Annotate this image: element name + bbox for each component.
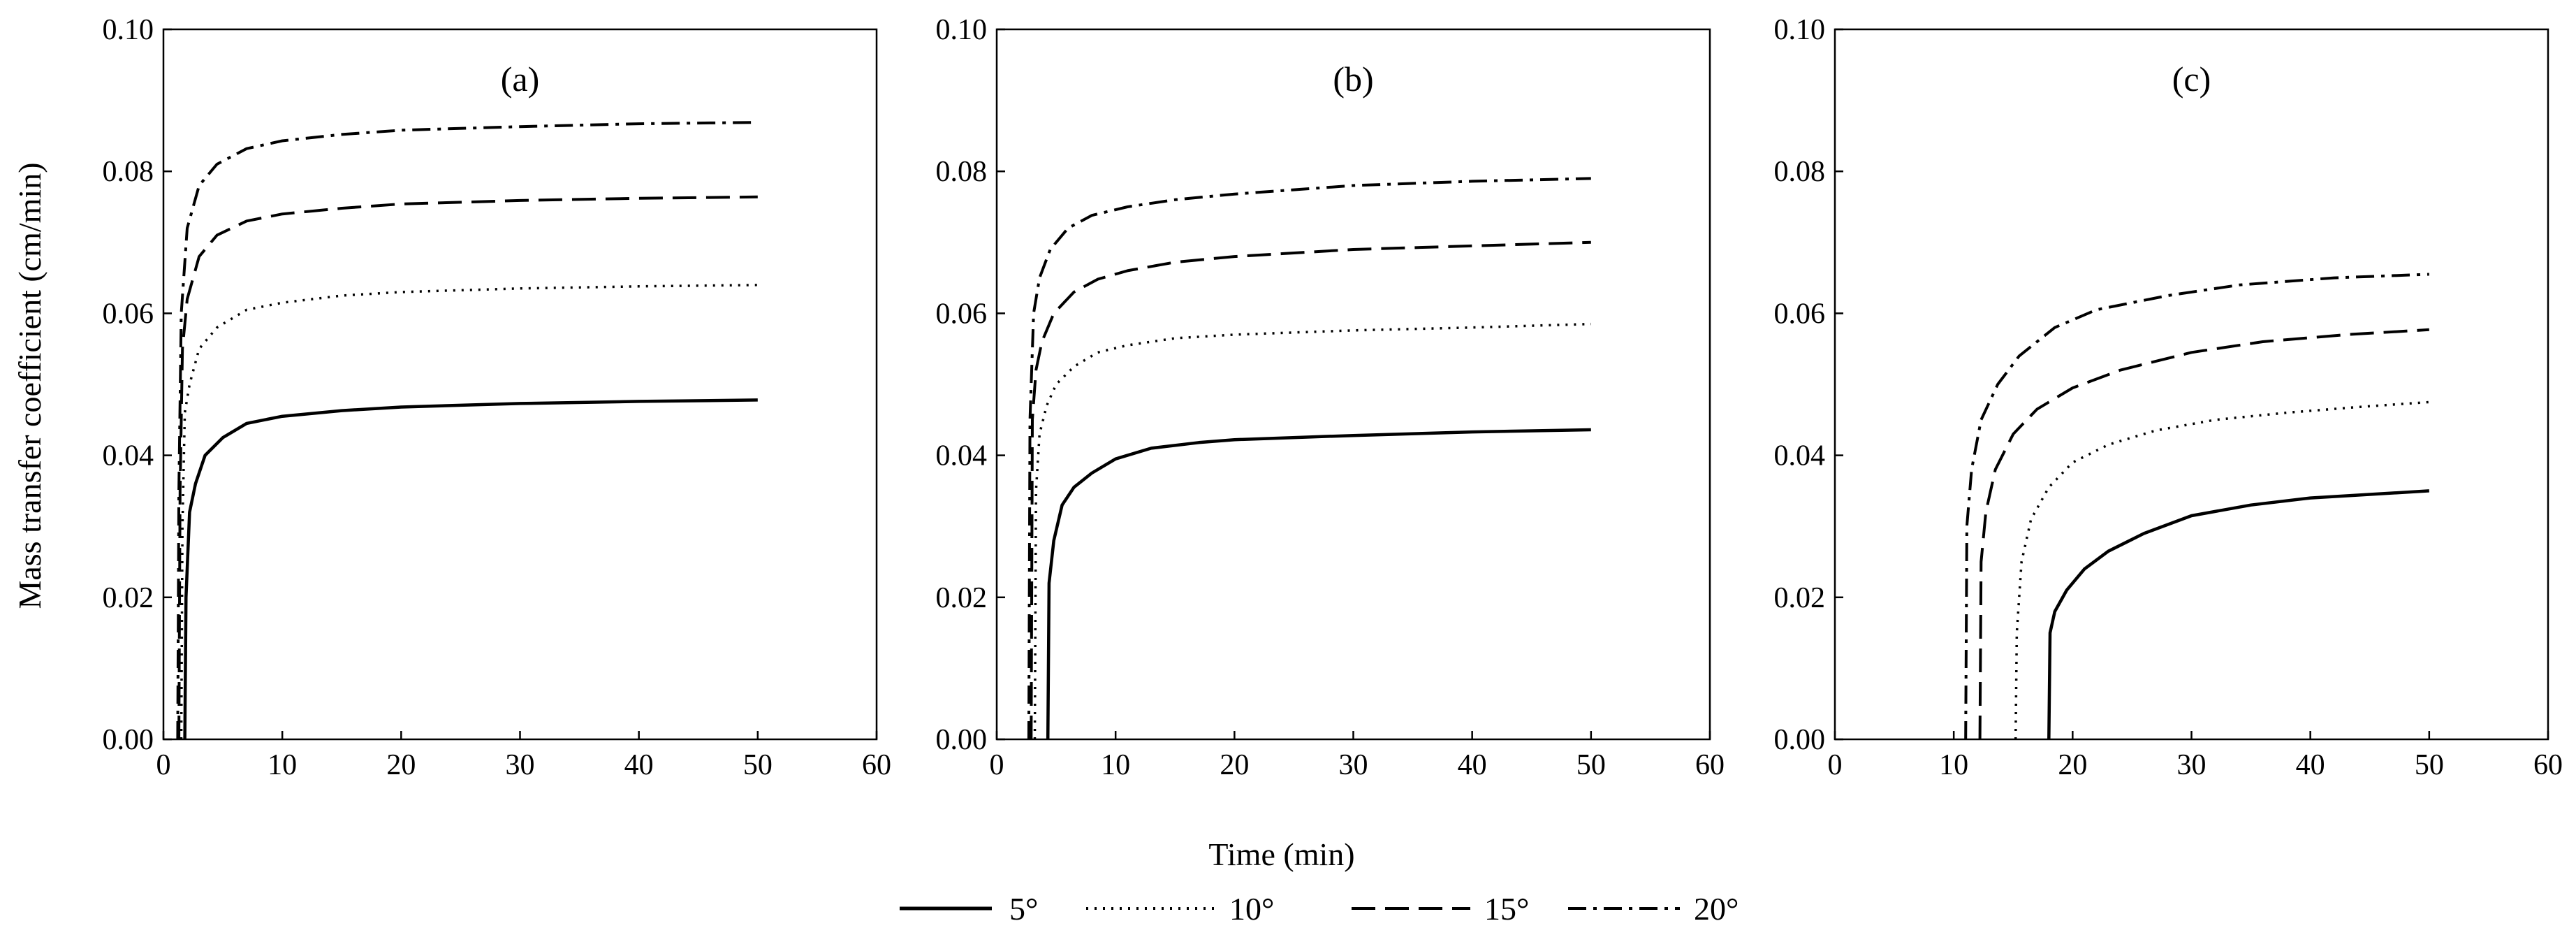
series-line-5deg [183,398,758,740]
x-tick-label: 20 [2058,749,2087,781]
series-line-20deg [1027,177,1591,740]
x-tick-label: 10 [268,749,297,781]
y-tick-label: 0.00 [936,724,988,756]
series-line-10deg [180,284,758,740]
x-tick-label: 50 [2415,749,2444,781]
x-tick-label: 30 [1339,749,1368,781]
x-tick-label: 30 [2177,749,2207,781]
panel-title: (c) [2172,59,2211,99]
series-line-15deg [1030,240,1591,740]
y-tick-label: 0.00 [103,724,154,756]
x-tick-label: 60 [1695,749,1725,781]
plot-frame [162,28,878,741]
y-axis-title: Mass transfer coefficient (cm/min) [12,162,47,609]
plot-frame [995,28,1711,741]
x-tick-label: 20 [1220,749,1249,781]
x-tick-label: 40 [1458,749,1487,781]
y-tick-label: 0.00 [1774,724,1826,756]
x-tick-label: 0 [990,749,1004,781]
x-tick-label: 10 [1939,749,1968,781]
y-tick-label: 0.10 [1774,14,1826,46]
y-tick-label: 0.04 [103,440,154,472]
legend-label-10deg: 10° [1229,891,1274,927]
series-line-5deg [2047,489,2429,740]
legend: 5° 10° 15° 20° [900,891,1739,927]
legend-label-5deg: 5° [1009,891,1038,927]
panel-title: (b) [1333,59,1373,99]
series-line-20deg [176,121,758,740]
y-tick-label: 0.08 [1774,156,1826,188]
series-line-5deg [1046,428,1591,740]
x-tick-label: 20 [386,749,416,781]
legend-label-15deg: 15° [1484,891,1529,927]
y-tick-label: 0.04 [1774,440,1826,472]
y-tick-label: 0.02 [936,582,988,614]
x-tick-label: 30 [506,749,535,781]
y-tick-label: 0.08 [103,156,154,188]
x-tick-label: 0 [1828,749,1843,781]
y-tick-label: 0.06 [936,298,988,330]
legend-label-20deg: 20° [1694,891,1739,927]
x-tick-label: 10 [1101,749,1130,781]
series-line-10deg [2014,400,2429,740]
panel-b: 0.00 0.02 0.04 0.06 0.08 0.10 0 10 20 30 40 50 60 (b) [936,14,1725,781]
series-line-15deg [1978,328,2429,740]
y-tick-label: 0.08 [936,156,988,188]
x-tick-label: 50 [743,749,773,781]
y-tick-label: 0.02 [1774,582,1826,614]
x-axis-title: Time (min) [1208,836,1354,872]
y-tick-label: 0.10 [103,14,154,46]
x-tick-label: 50 [1576,749,1606,781]
series-line-15deg [177,195,758,740]
panel-a: 0.00 0.02 0.04 0.06 0.08 0.10 0 10 20 30 40 50 60 (a) [103,14,892,781]
series-line-10deg [1033,322,1591,740]
panel-c: 0.00 0.02 0.04 0.06 0.08 0.10 0 10 20 30 40 50 60 (c) [1774,14,2563,781]
x-tick-label: 40 [2296,749,2325,781]
x-tick-label: 0 [156,749,171,781]
panel-title: (a) [501,59,540,99]
x-tick-label: 60 [862,749,891,781]
y-tick-label: 0.02 [103,582,154,614]
y-tick-label: 0.04 [936,440,988,472]
y-tick-label: 0.10 [936,14,988,46]
x-tick-label: 60 [2533,749,2563,781]
series-line-20deg [1964,273,2429,740]
x-tick-label: 40 [624,749,654,781]
y-tick-label: 0.06 [1774,298,1826,330]
plot-frame [1834,28,2549,741]
y-tick-label: 0.06 [103,298,154,330]
